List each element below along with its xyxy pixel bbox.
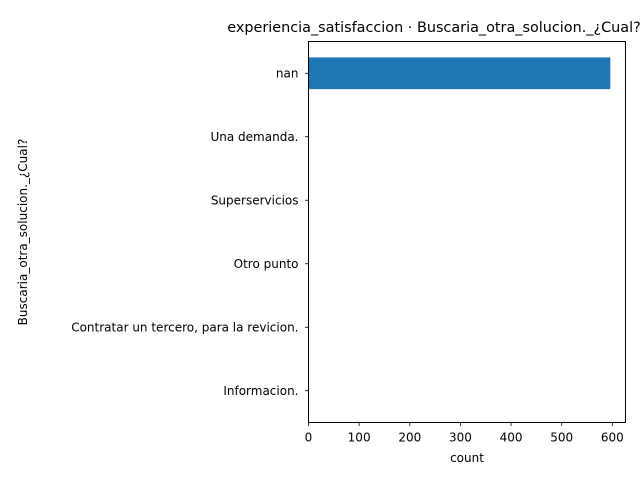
x-tick-label: 400 — [500, 431, 523, 445]
x-ticks-layer: 0 100 200 300 400 500 600 — [305, 422, 624, 445]
y-axis-label: Buscaria_otra_solucion._¿Cual? — [16, 139, 30, 326]
y-tick-label: Informacion. — [223, 384, 298, 398]
y-tick-label: Contratar un tercero, para la revicion. — [71, 320, 298, 334]
bars-layer — [308, 57, 611, 407]
plot-frame — [308, 41, 626, 423]
y-tick-label: Una demanda. — [211, 130, 299, 144]
bar — [308, 57, 611, 90]
x-tick-label: 600 — [601, 431, 624, 445]
x-tick-label: 0 — [305, 431, 313, 445]
x-tick-label: 300 — [449, 431, 472, 445]
y-ticks-layer: nan Una demanda. Superservicios Otro punto C… — [71, 66, 309, 398]
y-tick-label: nan — [276, 66, 299, 80]
y-tick-label: Otro punto — [234, 257, 299, 271]
x-axis-label: count — [450, 451, 484, 465]
chart-title: experiencia_satisfaccion · Buscaria_otra… — [227, 20, 640, 36]
x-tick-label: 200 — [398, 431, 421, 445]
x-tick-label: 100 — [348, 431, 371, 445]
x-tick-label: 500 — [550, 431, 573, 445]
y-tick-label: Superservicios — [211, 193, 299, 207]
